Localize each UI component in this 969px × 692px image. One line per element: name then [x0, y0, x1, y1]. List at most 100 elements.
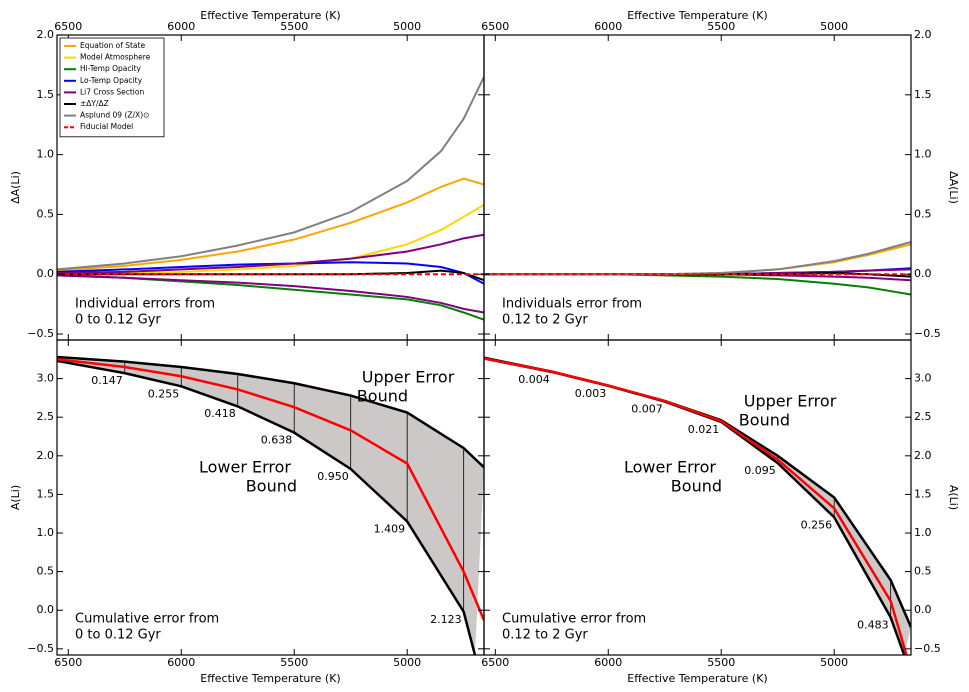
y-tick-label: 1.5	[37, 88, 55, 101]
y-axis-label: ΔA(Li)	[9, 171, 22, 204]
y-tick-label: 0.5	[37, 565, 55, 578]
x-tick-label: 5500	[280, 656, 308, 669]
span-label: 0.147	[91, 374, 123, 387]
y-tick-label: 2.5	[37, 410, 55, 423]
panel-note: Cumulative error from	[502, 612, 646, 627]
y-tick-label: −0.5	[914, 642, 941, 655]
y-tick-label: 1.5	[914, 487, 932, 500]
y-tick-label: 0.5	[914, 207, 932, 220]
plot-area	[484, 240, 911, 296]
span-label: 0.418	[204, 407, 236, 420]
x-tick-label: 6500	[54, 656, 82, 669]
panel-note: 0.12 to 2 Gyr	[502, 628, 588, 643]
y-tick-label: −0.5	[914, 327, 941, 340]
legend-label: ±ΔY/ΔZ	[80, 99, 109, 108]
y-tick-label: 2.0	[914, 449, 932, 462]
legend-box	[59, 37, 165, 138]
y-tick-label: 1.5	[914, 88, 932, 101]
x-tick-label: 6000	[594, 656, 622, 669]
series-line	[57, 76, 484, 271]
y-tick-label: 2.0	[914, 28, 932, 41]
axes-frame	[483, 34, 912, 341]
y-axis-label: ΔA(Li)	[947, 171, 960, 204]
x-axis-label: Effective Temperature (K)	[200, 672, 340, 685]
panel-note: Cumulative error from	[75, 612, 219, 627]
series-line	[57, 359, 477, 655]
panel-note: Individual errors from	[75, 297, 215, 312]
y-tick-label: −0.5	[27, 642, 54, 655]
plot-area	[57, 76, 484, 321]
error-band	[484, 357, 911, 655]
y-tick-label: 2.0	[37, 28, 55, 41]
panel-note: 0 to 0.12 Gyr	[75, 628, 161, 643]
y-tick-label: 2.5	[914, 410, 932, 423]
plot-area	[484, 356, 911, 655]
span-label: 0.638	[261, 433, 293, 446]
y-tick-label: −0.5	[27, 327, 54, 340]
span-label: 0.255	[148, 388, 180, 401]
span-label: 0.004	[518, 373, 550, 386]
x-tick-label: 6500	[54, 20, 82, 33]
lower-bound-label: Lower Error	[624, 458, 716, 477]
x-tick-label: 5000	[393, 656, 421, 669]
x-tick-label: 6500	[481, 656, 509, 669]
x-tick-label: 5000	[393, 20, 421, 33]
upper-bound-label: Upper Error	[362, 368, 455, 387]
upper-bound-label: Bound	[739, 411, 790, 430]
span-label: 0.007	[631, 403, 663, 416]
y-tick-label: 1.0	[914, 526, 932, 539]
x-tick-label: 6000	[594, 20, 622, 33]
lower-bound-label: Bound	[671, 477, 722, 496]
panel-note: 0 to 0.12 Gyr	[75, 313, 161, 328]
y-tick-label: 0.0	[37, 603, 55, 616]
y-tick-label: 0.5	[37, 207, 55, 220]
axes-frame	[483, 339, 912, 656]
x-tick-label: 5500	[707, 20, 735, 33]
panel-note: 0.12 to 2 Gyr	[502, 313, 588, 328]
series-line	[57, 274, 484, 314]
series-line	[57, 355, 484, 469]
legend-label: Fiducial Model	[80, 122, 133, 131]
lower-bound-label: Bound	[246, 477, 297, 496]
y-tick-label: 0.0	[914, 267, 932, 280]
series-line	[484, 240, 911, 276]
x-tick-label: 6000	[167, 656, 195, 669]
span-label: 0.021	[688, 423, 720, 436]
legend-label: Model Atmosphere	[80, 53, 151, 62]
y-tick-label: 0.5	[914, 565, 932, 578]
span-label: 2.123	[430, 613, 462, 626]
upper-bound-label: Upper Error	[744, 392, 837, 411]
x-tick-label: 5500	[280, 20, 308, 33]
span-label: 1.409	[374, 522, 406, 535]
span-label: 0.095	[744, 464, 776, 477]
series-line	[57, 177, 484, 272]
y-tick-label: 1.5	[37, 487, 55, 500]
y-tick-label: 0.0	[914, 603, 932, 616]
y-tick-label: 1.0	[37, 148, 55, 161]
y-tick-label: 0.0	[37, 267, 55, 280]
x-tick-label: 6500	[481, 20, 509, 33]
y-axis-label: A(Li)	[9, 485, 22, 510]
legend-label: Hi-Temp Opacity	[80, 64, 142, 73]
span-label: 0.256	[801, 518, 833, 531]
x-tick-label: 6000	[167, 20, 195, 33]
series-line	[484, 357, 908, 655]
plot-area	[57, 355, 484, 655]
x-tick-label: 5000	[820, 656, 848, 669]
y-tick-label: 3.0	[37, 372, 55, 385]
series-line	[57, 358, 484, 621]
legend-label: Lo-Temp Opacity	[80, 76, 143, 85]
x-tick-label: 5000	[820, 20, 848, 33]
error-band	[57, 356, 484, 655]
span-label: 0.003	[575, 387, 607, 400]
y-axis-label: A(Li)	[947, 485, 960, 510]
x-axis-label: Effective Temperature (K)	[200, 9, 340, 22]
series-line	[57, 233, 484, 275]
x-axis-label: Effective Temperature (K)	[627, 9, 767, 22]
lower-bound-label: Lower Error	[199, 458, 291, 477]
series-line	[57, 261, 484, 285]
span-label: 0.950	[317, 470, 349, 483]
y-tick-label: 2.0	[37, 449, 55, 462]
span-label: 0.483	[857, 618, 889, 631]
